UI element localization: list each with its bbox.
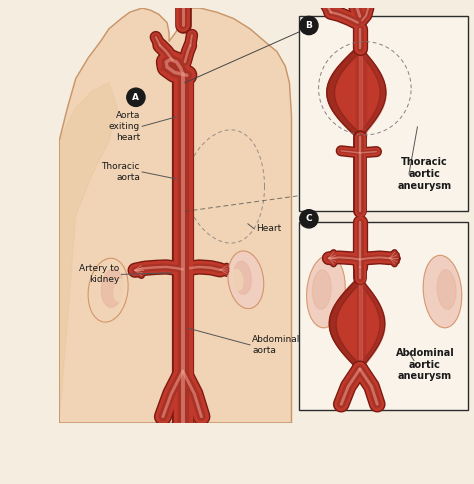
Ellipse shape — [232, 270, 243, 290]
Ellipse shape — [114, 279, 126, 302]
Text: A: A — [132, 93, 139, 102]
Text: Artery to
kidney: Artery to kidney — [79, 264, 119, 285]
Text: Heart: Heart — [256, 224, 282, 233]
Ellipse shape — [437, 270, 456, 309]
Ellipse shape — [101, 269, 123, 307]
Text: C: C — [306, 214, 312, 223]
Polygon shape — [59, 83, 117, 423]
Text: B: B — [305, 21, 312, 30]
Circle shape — [300, 210, 318, 228]
Text: Abdominal
aortic
aneurysm: Abdominal aortic aneurysm — [396, 348, 455, 381]
Ellipse shape — [423, 256, 462, 328]
Ellipse shape — [307, 256, 345, 328]
Polygon shape — [329, 278, 385, 369]
Ellipse shape — [228, 251, 264, 309]
Polygon shape — [327, 47, 386, 137]
Bar — [299, 16, 468, 212]
Text: Abdominal
aorta: Abdominal aorta — [252, 335, 301, 355]
Ellipse shape — [234, 261, 251, 294]
Polygon shape — [161, 63, 182, 70]
Text: Aorta
exiting
heart: Aorta exiting heart — [109, 111, 140, 142]
Bar — [299, 222, 468, 410]
Ellipse shape — [312, 270, 331, 309]
Text: Thoracic
aorta: Thoracic aorta — [101, 162, 140, 182]
Polygon shape — [59, 8, 292, 423]
Text: Thoracic
aortic
aneurysm: Thoracic aortic aneurysm — [397, 157, 451, 191]
Polygon shape — [161, 63, 182, 70]
Circle shape — [127, 88, 145, 106]
Circle shape — [300, 16, 318, 35]
